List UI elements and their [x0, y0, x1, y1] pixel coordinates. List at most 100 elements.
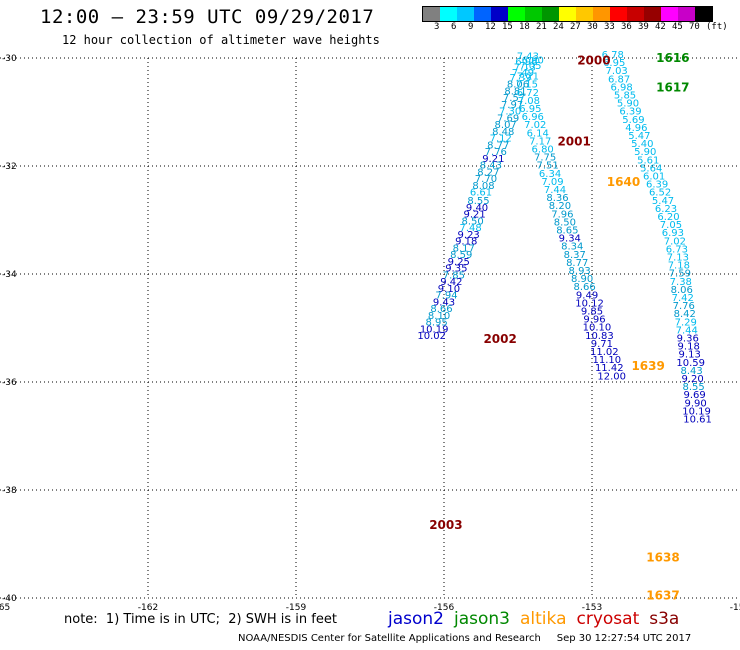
swh-point-label: 6.39 [619, 107, 641, 118]
swh-point-label: 5.40 [631, 139, 653, 150]
swh-point-label: 6.61 [470, 188, 492, 199]
pass-time-label: 1639 [631, 359, 664, 373]
swh-point-label: 6.73 [666, 244, 688, 255]
swh-point-label: 7.13 [667, 253, 689, 264]
units-note: note: 1) Time is in UTC; 2) SWH is in fe… [64, 612, 337, 627]
swh-point-label: 8.34 [561, 242, 583, 253]
colorbar-label: 6 [451, 22, 457, 32]
pass-time-label: 2000 [577, 54, 610, 68]
swh-point-label: 8.65 [556, 226, 578, 237]
swh-point-label: 7.57 [503, 93, 525, 104]
y-tick-label: -36 [2, 378, 17, 388]
satellite-legend: jason2 jason3 altika cryosat s3a [388, 609, 689, 629]
swh-point-label: 6.34 [539, 169, 561, 180]
swh-point-label: 9.40 [466, 203, 488, 214]
swh-point-label: 7.05 [660, 220, 682, 231]
colorbar-label: 24 [553, 22, 564, 32]
swh-point-label: 10.19 [420, 324, 449, 335]
swh-point-label: 9.71 [591, 339, 613, 350]
colorbar-label: 21 [536, 22, 547, 32]
footer-credit: NOAA/NESDIS Center for Satellite Applica… [238, 633, 692, 644]
swh-point-label: 7.85 [443, 270, 465, 281]
swh-point-label: 6.93 [662, 228, 684, 239]
swh-point-label: 7.15 [516, 80, 538, 91]
swh-point-label: 9.35 [445, 263, 467, 274]
swh-point-label: 5.90 [634, 147, 656, 158]
colorbar-label: 27 [570, 22, 581, 32]
pass-time-label: 2003 [429, 518, 462, 532]
swh-point-label: 9.20 [682, 374, 704, 385]
pass-time-label: 2002 [483, 332, 516, 346]
swh-point-label: 8.50 [554, 217, 576, 228]
swh-point-label: 7.03 [606, 66, 628, 77]
colorbar-label: 70 [689, 22, 700, 32]
swh-point-label: 6.95 [603, 58, 625, 69]
swh-point-label: 8.06 [671, 285, 693, 296]
swh-point-label: 7.94 [435, 290, 457, 301]
swh-point-label: 7.44 [676, 325, 698, 336]
swh-point-label: 8.55 [467, 196, 489, 207]
swh-point-label: 7.75 [534, 153, 556, 164]
swh-point-label: 10.19 [682, 406, 711, 417]
legend-jason3: jason3 [454, 609, 510, 629]
colorbar-swatch [491, 7, 508, 21]
colorbar-swatch [695, 7, 712, 21]
y-tick-label: -40 [2, 594, 17, 604]
swh-point-label: 9.25 [448, 257, 470, 268]
swh-point-label: 6.80 [532, 145, 554, 156]
y-tick-label: -32 [2, 162, 17, 172]
swh-point-label: 9.34 [559, 234, 581, 245]
swh-point-label: 9.42 [440, 277, 462, 288]
x-tick-label: -165 [0, 603, 10, 613]
swh-point-label: 7.29 [675, 317, 697, 328]
swh-point-label: 7.76 [673, 301, 695, 312]
swh-point-label: 8.37 [564, 250, 586, 261]
swh-point-label: 7.44 [544, 185, 566, 196]
swh-point-label: 6.72 [517, 88, 539, 99]
swh-point-label: 7.39 [509, 73, 531, 84]
chart-subtitle: 12 hour collection of altimeter wave hei… [62, 33, 380, 47]
y-tick-label: -38 [2, 486, 17, 496]
colorbar-label: 42 [655, 22, 666, 32]
swh-point-label: 7.42 [672, 293, 694, 304]
swh-point-label: 12.00 [597, 371, 626, 382]
swh-point-label: 7.13 [514, 62, 536, 73]
colorbar-label: 30 [587, 22, 598, 32]
swh-point-label: 9.96 [583, 315, 605, 326]
colorbar-swatch [457, 7, 474, 21]
swh-point-label: 8.59 [450, 250, 472, 261]
swh-point-label: 7.08 [518, 96, 540, 107]
swh-point-label: 8.50 [461, 216, 483, 227]
colorbar-swatch [542, 7, 559, 21]
colorbar-label: 3 [434, 22, 440, 32]
swh-point-label: 10.61 [683, 415, 712, 426]
pass-time-label: 1638 [646, 551, 679, 565]
swh-point-label: 8.93 [569, 266, 591, 277]
colorbar-label: 12 [485, 22, 496, 32]
colorbar-label: 39 [638, 22, 649, 32]
swh-point-label: 8.48 [492, 127, 514, 138]
pass-time-label: 1616 [656, 51, 689, 65]
colorbar-swatch [593, 7, 610, 21]
legend-jason2: jason2 [388, 609, 444, 629]
swh-point-label: 9.18 [678, 342, 700, 353]
pass-time-label: 1617 [656, 81, 689, 95]
legend-cryosat: cryosat [576, 609, 640, 629]
swh-point-label: 7.96 [551, 209, 573, 220]
x-tick-label: -159 [286, 603, 307, 613]
swh-point-label: 11.10 [592, 355, 621, 366]
swh-point-label: 7.12 [490, 134, 512, 145]
swh-point-label: 7.51 [536, 161, 558, 172]
colorbar-swatch [440, 7, 457, 21]
swh-point-label: 5.61 [637, 155, 659, 166]
swh-point-label: 5.47 [652, 196, 674, 207]
x-tick-label: -156 [434, 603, 455, 613]
swh-point-label: 5.90 [617, 99, 639, 110]
swh-point-label: 9.90 [684, 398, 706, 409]
swh-point-label: 6.78 [602, 50, 624, 61]
swh-point-label: 6.96 [522, 112, 544, 123]
swh-point-label: 9.18 [455, 236, 477, 247]
swh-point-label: 7.09 [541, 177, 563, 188]
swh-point-label: 8.42 [674, 309, 696, 320]
